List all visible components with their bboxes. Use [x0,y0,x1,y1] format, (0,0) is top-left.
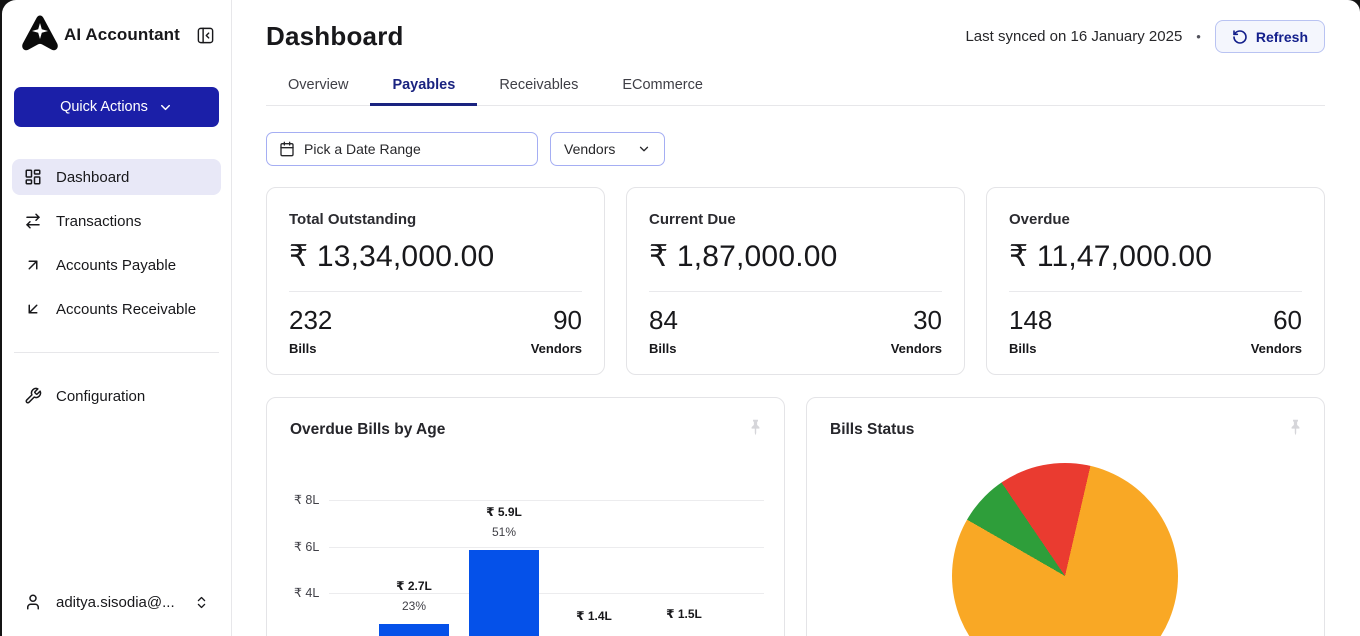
stat-card-total-outstanding: Total Outstanding ₹ 13,34,000.00 232 Bill… [266,187,605,375]
user-icon [27,594,39,610]
vendors-label: Vendors [890,341,942,356]
stat-amount: ₹ 1,87,000.00 [649,240,838,273]
page-title: Dashboard [266,21,404,51]
sidebar-nav: Dashboard Transactions Accounts Payable … [12,159,221,327]
date-range-placeholder: Pick a Date Range [304,141,421,157]
user-account-selector[interactable]: aditya.sisodia@... [14,584,219,620]
sidebar-item-label: Dashboard [56,168,130,186]
gridline [329,546,764,548]
bills-label: Bills [649,341,677,356]
sidebar-item-accounts-payable[interactable]: Accounts Payable [12,247,221,283]
sidebar: AI Accountant Quick Actions Dashboard Tr… [2,0,232,636]
tab-payables[interactable]: Payables [370,77,478,106]
y-axis-tick-label: ₹ 6L [294,539,320,554]
pie-chart [952,463,1178,636]
vendors-count: 30 [913,305,942,335]
tab-ecommerce[interactable]: ECommerce [600,77,725,106]
y-axis-tick-label: ₹ 8L [294,493,320,507]
bar-value-label: ₹ 5.9L [486,504,522,519]
wrench-icon [25,387,42,404]
vendors-count: 60 [1273,305,1302,335]
bar-chart: ₹ 8L ₹ 6L ₹ 4L ₹ 2.7L 23% ₹ 5.9L 51% ₹ 1.4L ₹ 1.… [267,398,784,636]
sidebar-collapse-icon[interactable] [193,23,217,47]
chevron-down-icon [640,146,649,152]
bar [469,549,539,636]
bar-value-label: ₹ 1.4L [576,609,612,624]
gridline [329,593,764,594]
bills-label: Bills [1009,341,1037,356]
refresh-button[interactable]: Refresh [1214,20,1325,53]
stat-card-overdue: Overdue ₹ 11,47,000.00 148 Bills 60 Vendor… [986,187,1325,375]
bar [379,624,449,636]
stat-card-current-due: Current Due ₹ 1,87,000.00 84 Bills 30 Vend… [626,187,965,375]
logo-row: AI Accountant [12,12,221,56]
user-email: aditya.sisodia@... [56,593,175,611]
main-content: Dashboard Last synced on 16 January 2025… [232,0,1360,636]
filter-row: Pick a Date Range Vendors [266,132,1325,166]
pin-icon[interactable] [747,418,764,440]
pin-icon[interactable] [1287,418,1304,440]
bar-value-label: ₹ 1.5L [666,607,702,622]
sidebar-item-label: Transactions [56,212,142,230]
chart-title: Overdue Bills by Age [290,421,446,438]
tab-bar: Overview Payables Receivables ECommerce [266,77,1325,106]
arrow-up-right-icon [28,260,38,270]
quick-actions-button[interactable]: Quick Actions [14,87,219,127]
calendar-icon [280,141,294,157]
sidebar-item-label: Accounts Payable [56,256,177,274]
dashboard-grid-icon [25,169,41,185]
date-range-picker[interactable]: Pick a Date Range [266,132,538,166]
vendors-label: Vendors [564,141,616,157]
stat-title: Total Outstanding [289,211,417,228]
stat-title: Overdue [1009,211,1070,228]
bills-status-card: Bills Status [806,397,1325,636]
tab-overview[interactable]: Overview [266,77,370,106]
separator-dot: • [1196,29,1201,44]
gridline [329,500,764,501]
stat-amount: ₹ 11,47,000.00 [1009,240,1213,273]
sidebar-item-label: Accounts Receivable [56,300,197,318]
refresh-label: Refresh [1255,28,1308,45]
sidebar-item-dashboard[interactable]: Dashboard [12,159,221,195]
sidebar-item-accounts-receivable[interactable]: Accounts Receivable [12,291,221,327]
divider [289,291,582,292]
overdue-bills-by-age-card: Overdue Bills by Age ₹ 8L ₹ 6L ₹ 4L ₹ 2.7L 2… [266,397,785,636]
vendors-count: 90 [553,305,582,335]
brand-logo-icon [22,15,58,51]
y-axis-tick-label: ₹ 4L [294,586,320,600]
chevron-down-icon [160,104,170,110]
bills-label: Bills [289,341,317,356]
bills-count: 84 [649,305,678,335]
stat-title: Current Due [649,211,736,228]
quick-actions-label: Quick Actions [60,99,148,115]
last-synced-text: Last synced on 16 January 2025 [965,28,1183,45]
bills-count: 148 [1009,305,1053,335]
sidebar-item-label: Configuration [56,387,146,405]
vendors-label: Vendors [530,341,582,356]
bar-percent-label: 51% [491,524,517,539]
arrows-right-left-icon [26,213,40,229]
bills-count: 232 [289,305,333,335]
vendors-label: Vendors [1250,341,1302,356]
sidebar-divider [14,352,219,353]
bar-value-label: ₹ 2.7L [396,579,432,594]
stat-cards-row: Total Outstanding ₹ 13,34,000.00 232 Bill… [266,187,1325,375]
refresh-icon [1233,29,1247,44]
tab-receivables[interactable]: Receivables [477,77,600,106]
sidebar-item-transactions[interactable]: Transactions [12,203,221,239]
vendors-dropdown[interactable]: Vendors [550,132,666,166]
charts-row: Overdue Bills by Age ₹ 8L ₹ 6L ₹ 4L ₹ 2.7L 2… [266,397,1325,636]
bar-percent-label: 23% [401,599,427,614]
divider [1009,291,1302,292]
chart-title: Bills Status [830,421,915,438]
chevrons-up-down-icon [197,596,206,608]
brand-name: AI Accountant [64,25,180,44]
page-header: Dashboard Last synced on 16 January 2025… [266,0,1325,53]
stat-amount: ₹ 13,34,000.00 [289,240,495,273]
sidebar-item-configuration[interactable]: Configuration [12,378,221,414]
divider [649,291,942,292]
arrow-down-left-icon [28,304,38,314]
